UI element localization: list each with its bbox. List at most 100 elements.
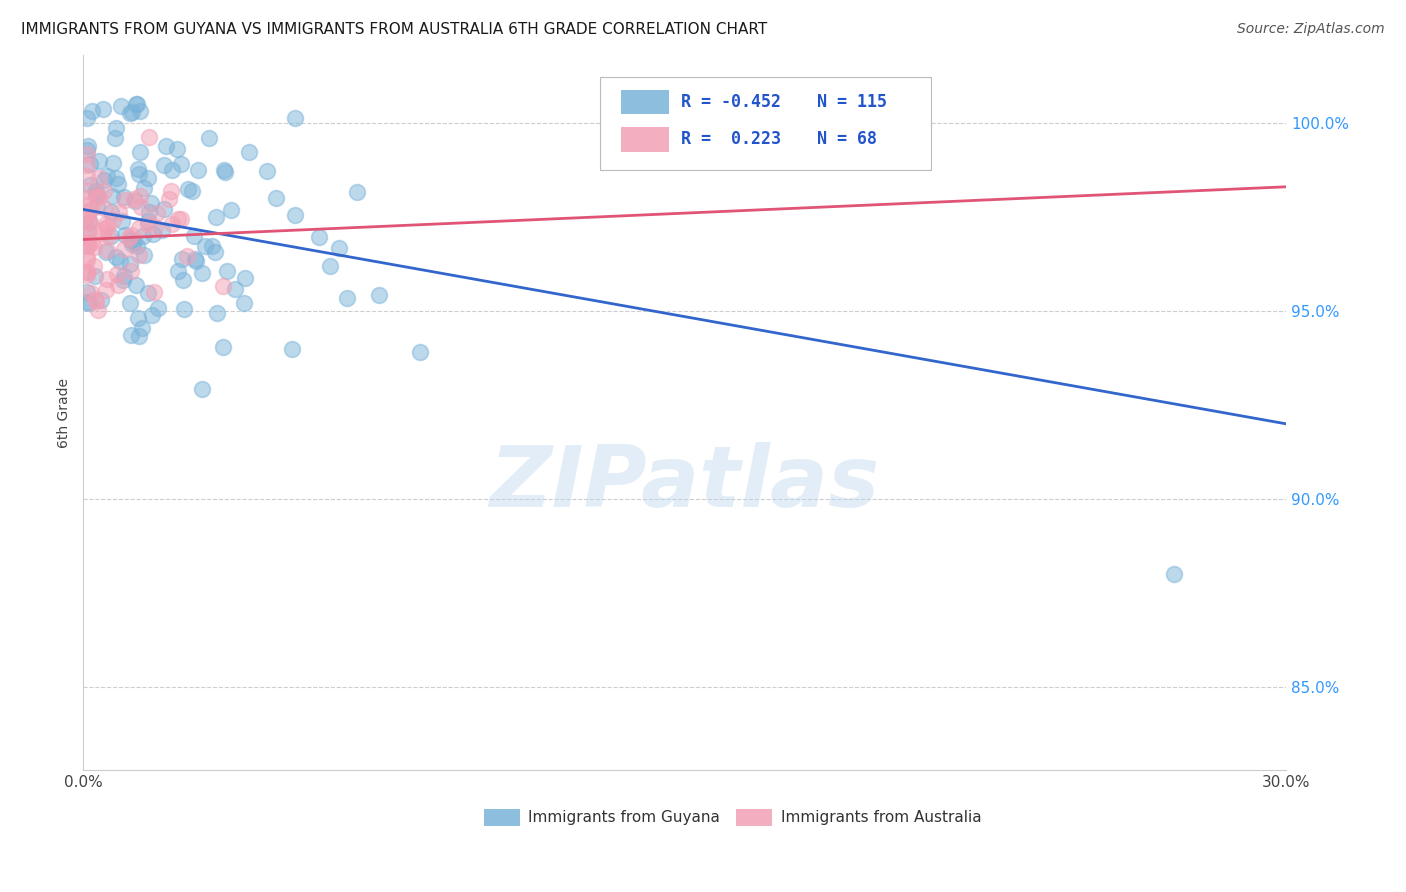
Point [141, 308, 163, 322]
Point [238, 145, 260, 159]
Point [76, 112, 98, 126]
Point [128, 329, 150, 343]
Point [167, 211, 190, 226]
Point [153, 158, 176, 172]
Point [191, 267, 214, 281]
Point [134, 180, 156, 194]
Point [76, 144, 98, 158]
Point [112, 268, 135, 283]
Bar [620, 90, 669, 114]
Point [152, 202, 174, 216]
Point [173, 302, 195, 317]
Point [191, 382, 214, 396]
Point [128, 220, 150, 235]
Point [120, 233, 142, 247]
Point [105, 267, 128, 281]
Point [100, 189, 122, 203]
Point [112, 242, 135, 256]
Point [131, 321, 153, 335]
Point [143, 219, 166, 234]
Point [110, 99, 132, 113]
Point [111, 213, 134, 227]
Point [76, 250, 98, 264]
Point [129, 103, 152, 118]
Point [79, 156, 101, 170]
Point [214, 165, 236, 179]
Text: R =  0.223: R = 0.223 [681, 129, 780, 148]
Point [80, 286, 103, 301]
Point [166, 264, 188, 278]
Point [83, 239, 105, 253]
Point [84, 188, 107, 202]
Point [205, 210, 228, 224]
Point [76, 252, 98, 267]
Point [184, 252, 207, 266]
Point [120, 227, 142, 242]
Point [172, 252, 194, 266]
Point [142, 227, 165, 241]
Point [93, 201, 115, 215]
Point [155, 138, 177, 153]
Point [94, 217, 117, 231]
Point [79, 215, 101, 229]
Point [120, 257, 142, 271]
Point [96, 219, 118, 234]
Point [129, 200, 152, 214]
Point [89, 190, 111, 204]
Point [97, 229, 120, 244]
Point [232, 296, 254, 310]
Point [125, 97, 148, 112]
Point [186, 254, 208, 268]
Point [212, 163, 235, 178]
Point [80, 104, 103, 119]
Point [160, 162, 183, 177]
Point [100, 229, 122, 244]
Point [96, 169, 118, 183]
Point [138, 286, 160, 301]
Point [76, 184, 98, 198]
Point [281, 342, 304, 356]
Point [90, 293, 112, 308]
Point [87, 170, 110, 185]
Point [284, 208, 307, 222]
Point [104, 170, 127, 185]
Point [103, 131, 125, 145]
Point [120, 264, 142, 278]
Point [127, 162, 149, 177]
Point [136, 170, 159, 185]
Y-axis label: 6th Grade: 6th Grade [58, 377, 72, 448]
Point [212, 279, 235, 293]
Point [84, 184, 107, 198]
Point [319, 259, 342, 273]
Text: IMMIGRANTS FROM GUYANA VS IMMIGRANTS FROM AUSTRALIA 6TH GRADE CORRELATION CHART: IMMIGRANTS FROM GUYANA VS IMMIGRANTS FRO… [21, 22, 768, 37]
Point [224, 282, 246, 296]
Point [77, 215, 100, 229]
Point [212, 340, 235, 354]
Point [157, 192, 180, 206]
Point [107, 177, 129, 191]
Point [146, 301, 169, 315]
Point [204, 244, 226, 259]
Point [101, 212, 124, 227]
Point [76, 239, 98, 253]
Point [93, 185, 115, 199]
Point [177, 182, 200, 196]
Point [108, 204, 131, 219]
Point [127, 239, 149, 253]
Text: Source: ZipAtlas.com: Source: ZipAtlas.com [1237, 22, 1385, 37]
Point [367, 288, 389, 302]
Point [336, 291, 359, 305]
Point [100, 204, 122, 219]
Point [187, 163, 209, 178]
Point [104, 120, 127, 135]
Bar [484, 808, 520, 826]
Point [205, 306, 228, 320]
Point [76, 285, 98, 299]
Point [256, 164, 278, 178]
Point [136, 214, 159, 228]
Point [138, 129, 160, 144]
Point [105, 250, 128, 264]
Point [125, 278, 148, 293]
Point [76, 265, 98, 279]
Point [143, 285, 166, 300]
